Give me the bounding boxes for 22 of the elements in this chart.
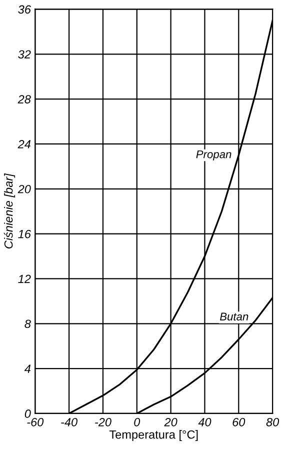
y-tick-label: 16 — [18, 230, 31, 238]
y-axis-title: Ciśnienie [bar] — [4, 173, 16, 248]
x-tick-label: 20 — [164, 418, 178, 426]
x-tick-label: -20 — [95, 418, 112, 426]
y-tick-label: 12 — [18, 274, 31, 284]
x-tick-label: 80 — [266, 418, 280, 426]
y-tick-label: 4 — [24, 364, 31, 373]
x-tick-label: -60 — [27, 418, 44, 426]
x-tick-label: 0 — [134, 418, 140, 426]
x-tick-label: 40 — [198, 418, 212, 426]
y-tick-label: 28 — [18, 95, 31, 104]
y-tick-label: 36 — [18, 5, 31, 14]
y-tick-label: 0 — [24, 410, 31, 418]
y-tick-label: 32 — [18, 50, 31, 59]
series-label: Propan — [196, 150, 232, 160]
x-axis-title: Temperatura [°C] — [109, 430, 198, 442]
y-tick-label: 8 — [24, 320, 31, 328]
x-tick-label: -40 — [61, 418, 78, 426]
series-label: Butan — [220, 312, 248, 320]
x-tick-label: 60 — [232, 418, 246, 426]
y-tick-label: 20 — [18, 184, 31, 194]
y-tick-label: 24 — [18, 140, 31, 148]
